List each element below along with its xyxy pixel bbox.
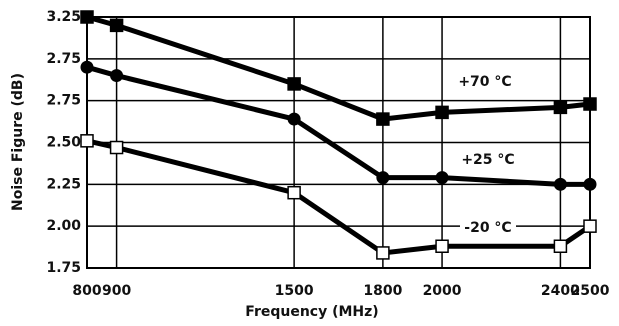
y-tick-label: 3.25 bbox=[46, 9, 81, 25]
label-bg bbox=[457, 72, 513, 92]
marker bbox=[376, 246, 390, 260]
marker bbox=[583, 177, 597, 191]
marker bbox=[110, 69, 124, 83]
x-tick-label: 2400 bbox=[541, 283, 580, 299]
x-tick-label: 1800 bbox=[363, 283, 402, 299]
y-tick-label: 2.00 bbox=[46, 218, 81, 234]
marker bbox=[80, 60, 94, 74]
marker bbox=[80, 10, 94, 24]
marker bbox=[287, 112, 301, 126]
series-label: +25 °C bbox=[461, 152, 514, 168]
marker bbox=[109, 140, 124, 155]
x-tick-label: 2000 bbox=[423, 283, 462, 299]
marker bbox=[583, 97, 597, 111]
marker bbox=[287, 185, 301, 200]
x-tick-label: 2500 bbox=[571, 283, 610, 299]
y-axis-label: Noise Figure (dB) bbox=[10, 73, 26, 211]
marker bbox=[435, 239, 449, 253]
series-label: -20 °C bbox=[464, 220, 511, 236]
x-tick-label: 900 bbox=[102, 283, 131, 299]
y-tick-label: 1.75 bbox=[46, 260, 81, 276]
series-label: +70 °C bbox=[458, 74, 511, 90]
marker bbox=[435, 105, 449, 120]
marker bbox=[287, 77, 301, 91]
y-tick-label: 2.50 bbox=[46, 135, 81, 151]
x-tick-label: 1500 bbox=[275, 283, 314, 299]
marker bbox=[109, 18, 124, 33]
label-bg bbox=[460, 218, 516, 238]
marker bbox=[435, 171, 449, 185]
x-tick-label: 800 bbox=[72, 283, 101, 299]
x-axis-label: Frequency (MHz) bbox=[245, 304, 378, 320]
marker bbox=[583, 219, 597, 233]
marker bbox=[376, 171, 390, 185]
marker bbox=[80, 134, 94, 148]
marker bbox=[553, 100, 568, 115]
series-line bbox=[86, 14, 591, 122]
marker bbox=[553, 177, 567, 191]
y-tick-label: 2.75 bbox=[46, 51, 81, 67]
y-tick-label: 2.25 bbox=[46, 176, 81, 192]
marker bbox=[376, 112, 390, 126]
y-tick-label: 2.75 bbox=[46, 93, 81, 109]
label-bg bbox=[460, 150, 516, 170]
marker bbox=[553, 239, 568, 253]
